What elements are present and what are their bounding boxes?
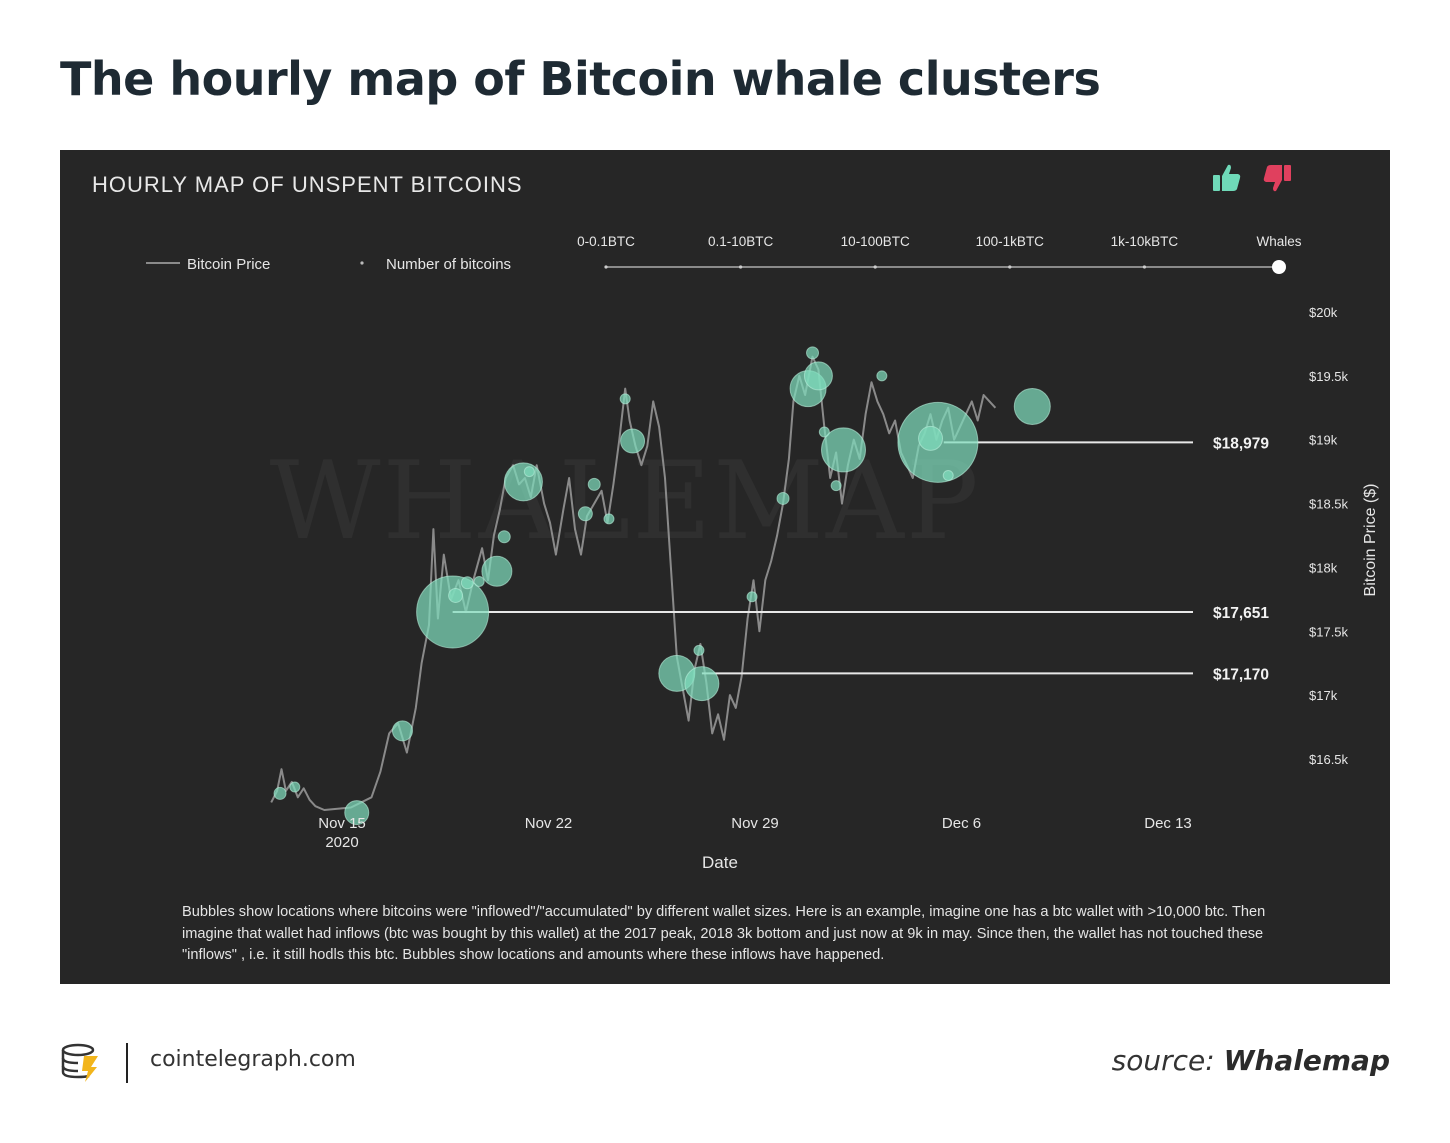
bubble-32 (942, 469, 954, 481)
x-tick-label-3: Dec 6 (942, 815, 981, 832)
level-label-0: $18,979 (1213, 435, 1269, 452)
bubble-1 (448, 587, 464, 603)
bubble-29 (918, 425, 944, 451)
footer-source: source: Whalemap (1112, 1044, 1390, 1077)
bubble-3 (497, 530, 511, 544)
y-tick-label-1: $17k (1309, 688, 1338, 703)
bubble-11 (473, 575, 485, 587)
chart-svg: WHALEMAP Bitcoin Price Number of bitcoins 0… (146, 234, 1379, 872)
bubble-10 (460, 576, 474, 590)
bubble-16 (619, 393, 631, 405)
slider-label-2: 10-100BTC (841, 234, 910, 249)
slider-tick-2 (873, 265, 877, 269)
chart-caption: Bubbles show locations where bitcoins we… (182, 904, 1266, 963)
panel-title: HOURLY MAP OF UNSPENT BITCOINS (92, 172, 523, 197)
slider-label-3: 100-1kBTC (976, 234, 1045, 249)
watermark: WHALEMAP (270, 439, 981, 564)
bubble-31 (830, 480, 842, 492)
bubble-8 (289, 781, 301, 793)
bubble-6 (391, 720, 413, 742)
bubble-15 (620, 428, 646, 454)
bubble-25 (818, 426, 830, 438)
bubble-9 (344, 800, 370, 826)
level-label-2: $17,170 (1213, 666, 1269, 683)
slider-tick-4 (1142, 265, 1146, 269)
slider-tick-3 (1008, 265, 1012, 269)
bubble-19 (693, 644, 705, 656)
source-name: Whalemap (1223, 1044, 1390, 1077)
slider-handle[interactable] (1272, 260, 1286, 274)
slider-label-4: 1k-10kBTC (1111, 234, 1179, 249)
bubble-24 (806, 346, 820, 360)
bubble-14 (603, 513, 615, 525)
y-tick-label-5: $19k (1309, 433, 1338, 448)
legend-price-label: Bitcoin Price (187, 256, 270, 273)
y-tick-label-4: $18.5k (1309, 497, 1349, 512)
x-tick-sublabel-0: 2020 (325, 834, 358, 851)
bubble-0 (416, 575, 490, 649)
y-tick-label-0: $16.5k (1309, 752, 1349, 767)
y-tick-label-2: $17.5k (1309, 624, 1349, 639)
source-prefix: source: (1111, 1044, 1215, 1077)
bubble-13 (587, 477, 601, 491)
bubble-30 (1013, 387, 1051, 425)
bubble-7 (273, 786, 287, 800)
x-tick-label-0: Nov 15 (318, 815, 366, 832)
level-label-1: $17,651 (1213, 605, 1269, 622)
x-tick-label-2: Nov 29 (731, 815, 779, 832)
bubble-2 (481, 555, 513, 587)
slider-tick-1 (739, 265, 743, 269)
legend-bubbles-label: Number of bitcoins (386, 256, 511, 273)
bubble-12 (577, 506, 593, 522)
slider-label-1: 0.1-10BTC (708, 234, 774, 249)
footer-divider (126, 1043, 128, 1083)
slider-tick-0 (604, 265, 608, 269)
bubble-21 (776, 491, 790, 505)
bubble-26 (821, 427, 866, 473)
y-tick-label-7: $20k (1309, 305, 1338, 320)
page-title: The hourly map of Bitcoin whale clusters (60, 52, 1101, 106)
bubble-5 (523, 466, 535, 478)
y-axis-title: Bitcoin Price ($) (1362, 484, 1379, 597)
bubble-20 (746, 591, 758, 603)
slider-label-5: Whales (1256, 234, 1301, 249)
legend-bubble-swatch (360, 261, 364, 265)
x-axis-title: Date (702, 853, 738, 872)
price-line (270, 355, 997, 811)
bubble-23 (803, 361, 833, 391)
slider-label-0: 0-0.1BTC (577, 234, 635, 249)
thumbs-down-icon[interactable] (1260, 162, 1294, 194)
x-tick-label-1: Nov 22 (525, 815, 573, 832)
y-tick-label-3: $18k (1309, 560, 1338, 575)
thumbs-up-icon[interactable] (1210, 162, 1244, 194)
bubble-4 (503, 462, 543, 502)
bubble-18 (684, 666, 720, 702)
y-tick-label-6: $19.5k (1309, 369, 1349, 384)
bubble-27 (876, 370, 888, 382)
x-tick-label-4: Dec 13 (1144, 815, 1192, 832)
chart-panel: WHALEMAP Bitcoin Price Number of bitcoins 0… (60, 150, 1390, 984)
footer-site-link[interactable]: cointelegraph.com (150, 1047, 356, 1072)
cointelegraph-logo-icon (61, 1043, 98, 1082)
